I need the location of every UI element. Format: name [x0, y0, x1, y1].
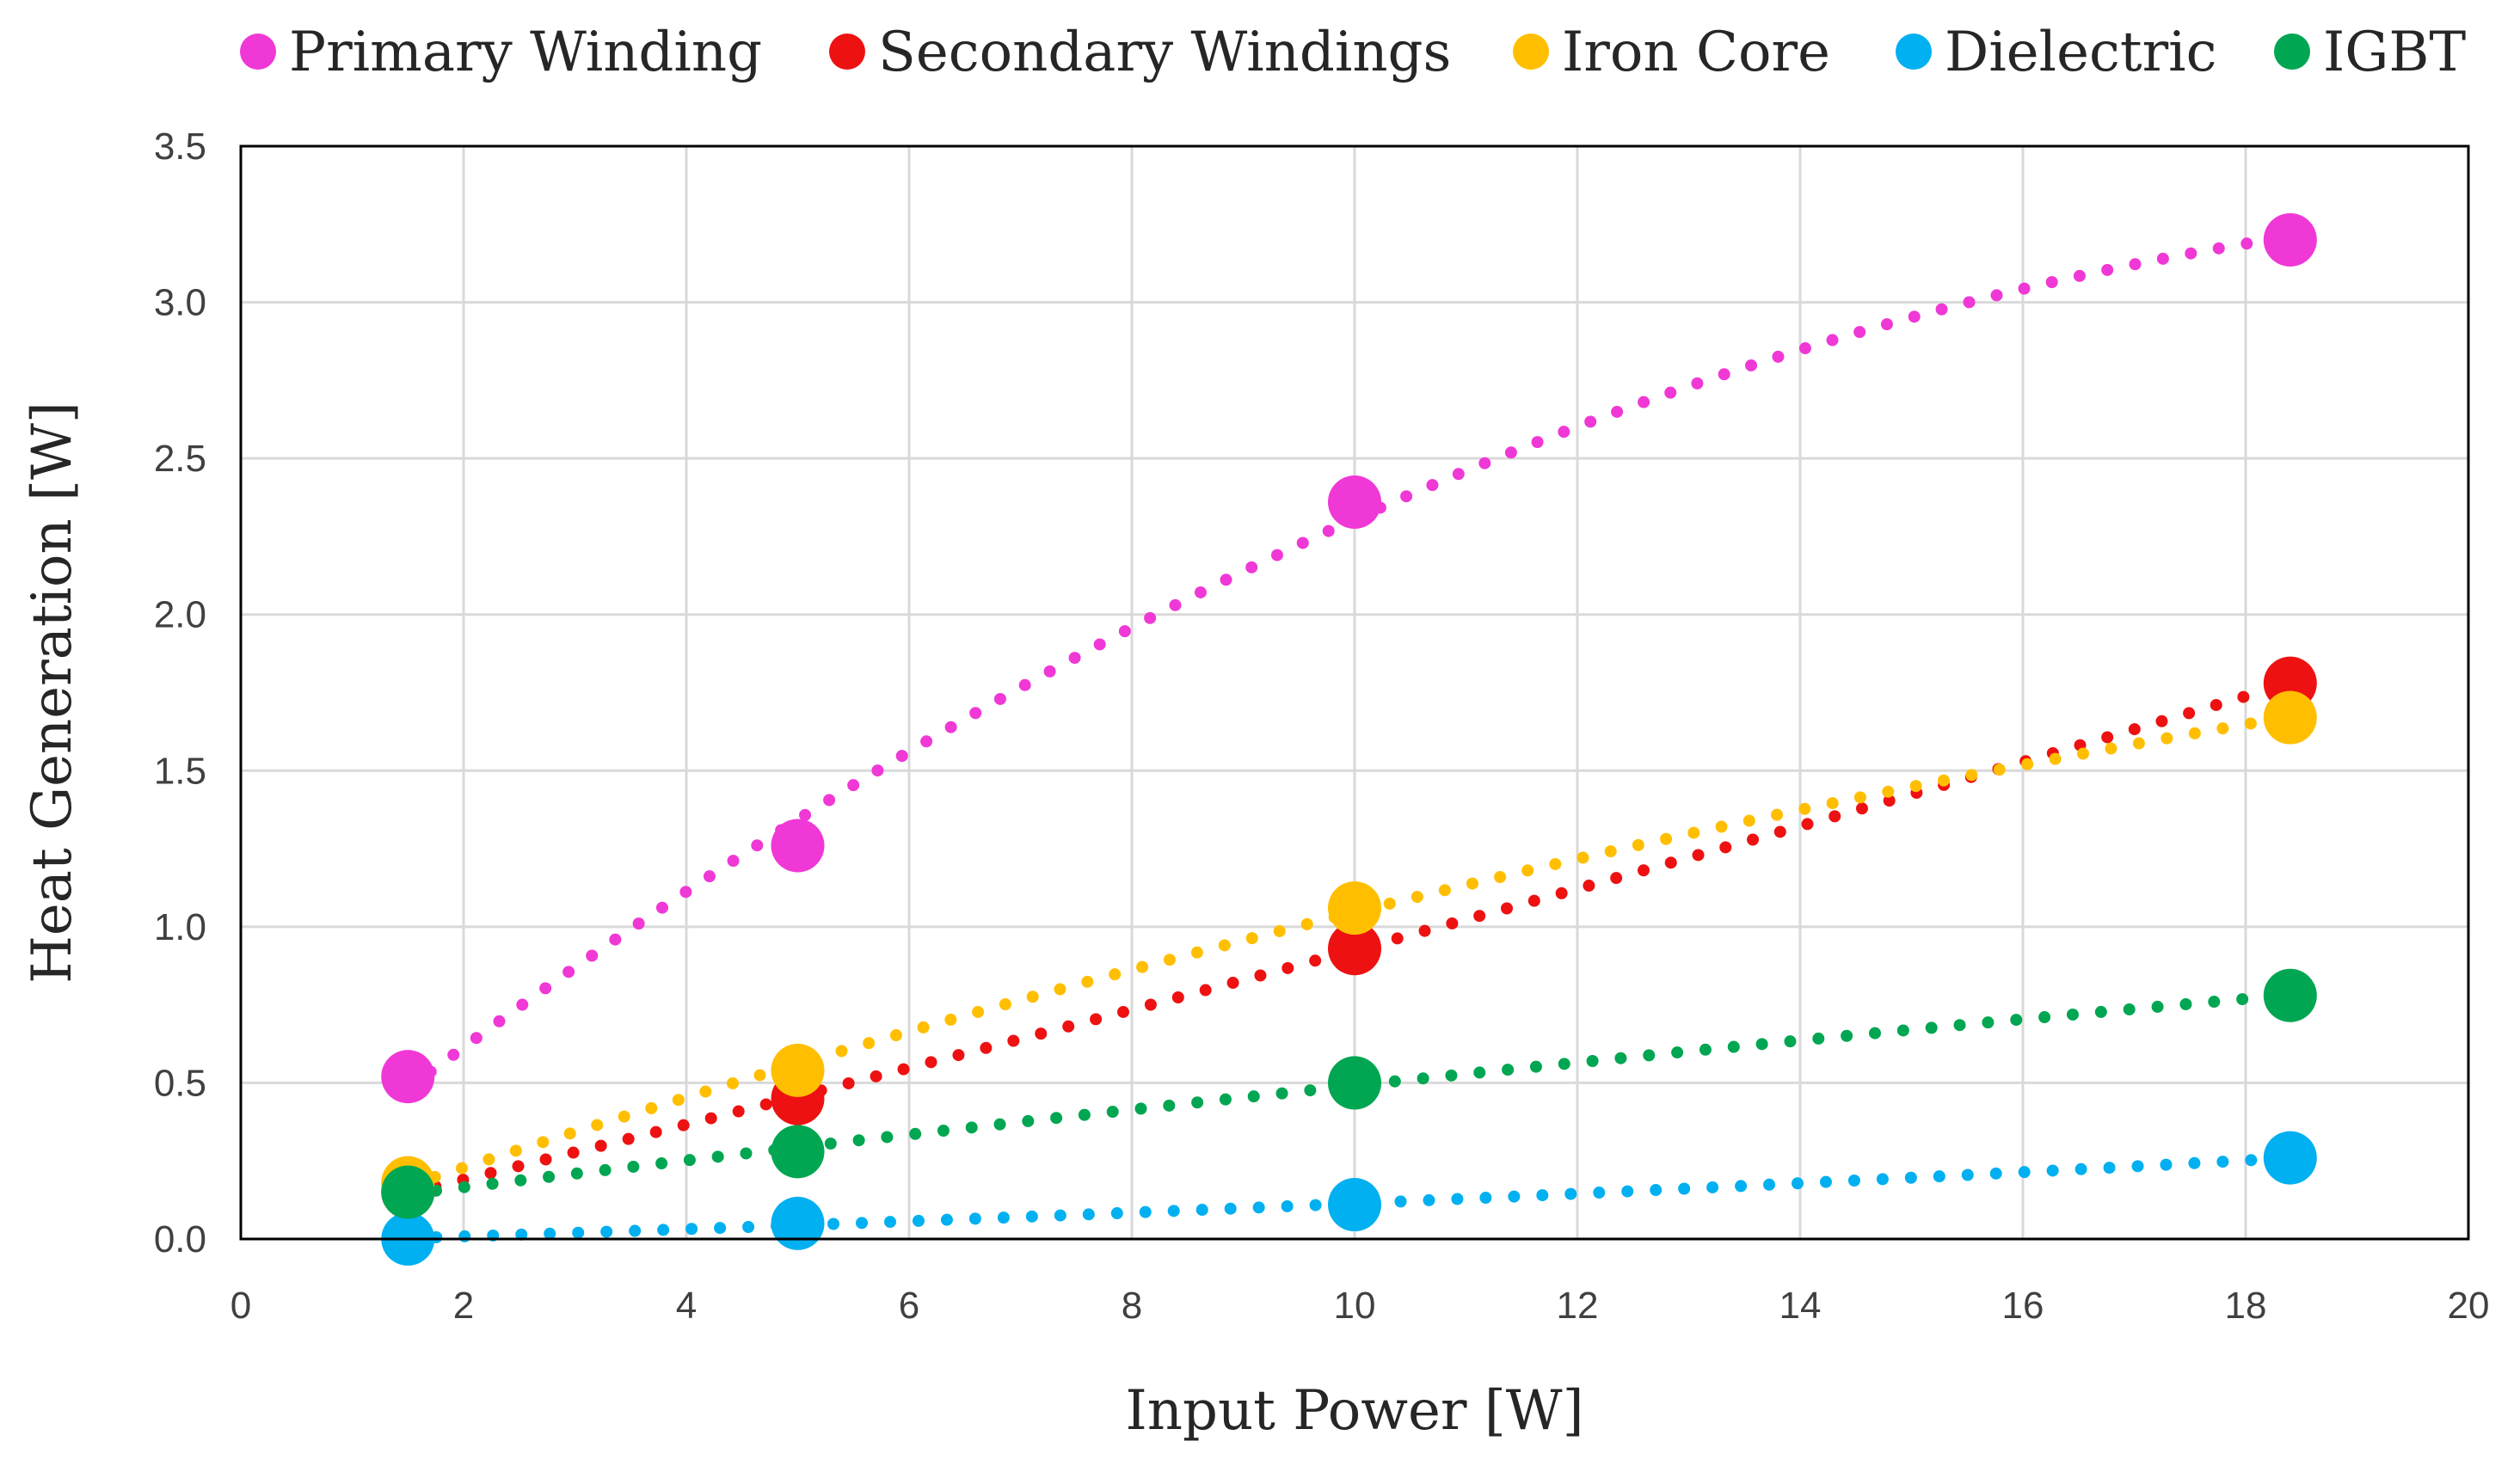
legend-marker-primary-winding — [240, 34, 276, 70]
point-primary-winding — [771, 819, 825, 873]
legend-label-iron-core: Iron Core — [1562, 21, 1830, 84]
legend-item-iron-core: Iron Core — [1513, 21, 1830, 84]
point-dielectric — [771, 1196, 825, 1250]
legend-item-dielectric: Dielectric — [1896, 21, 2216, 84]
y-axis-title: Heat Generation [W] — [21, 402, 84, 984]
point-iron-core — [771, 1043, 825, 1097]
point-dielectric — [2263, 1131, 2317, 1185]
legend-marker-igbt — [2274, 34, 2310, 70]
legend: Primary Winding Secondary Windings Iron Co… — [240, 21, 2466, 84]
legend-label-secondary-windings: Secondary Windings — [878, 21, 1451, 84]
legend-label-dielectric: Dielectric — [1945, 21, 2216, 84]
legend-item-primary-winding: Primary Winding — [240, 21, 762, 84]
grid — [241, 146, 2468, 1239]
point-igbt — [2263, 968, 2317, 1022]
x-tick-label: 16 — [2002, 1285, 2044, 1327]
x-tick-label: 20 — [2448, 1285, 2490, 1327]
point-primary-winding — [2263, 212, 2317, 267]
x-tick-label: 18 — [2225, 1285, 2267, 1327]
x-tick-label: 14 — [1779, 1285, 1822, 1327]
point-igbt — [1328, 1056, 1381, 1110]
y-tick-label: 3.0 — [154, 282, 206, 324]
x-tick-label: 8 — [1122, 1285, 1142, 1327]
x-tick-label: 0 — [230, 1285, 251, 1327]
trendline-igbt — [402, 989, 2296, 1200]
x-tick-label: 6 — [899, 1285, 919, 1327]
legend-item-igbt: IGBT — [2274, 21, 2466, 84]
legend-label-igbt: IGBT — [2323, 21, 2466, 84]
x-axis-ticks: 0 2 4 6 8 10 12 14 16 18 20 — [230, 1285, 2490, 1327]
x-tick-label: 12 — [1557, 1285, 1599, 1327]
y-tick-label: 1.5 — [154, 750, 206, 792]
point-iron-core — [2263, 690, 2317, 745]
x-tick-label: 2 — [453, 1285, 474, 1327]
x-tick-label: 10 — [1334, 1285, 1376, 1327]
y-tick-label: 2.0 — [154, 594, 206, 636]
point-igbt — [381, 1165, 435, 1219]
y-tick-label: 0.0 — [154, 1218, 206, 1260]
y-tick-label: 3.5 — [154, 126, 206, 168]
legend-marker-secondary-windings — [829, 34, 865, 70]
plot-frame — [239, 144, 2470, 1241]
legend-marker-dielectric — [1896, 34, 1932, 70]
point-igbt — [771, 1125, 825, 1179]
y-tick-label: 0.5 — [154, 1062, 206, 1104]
y-tick-label: 1.0 — [154, 906, 206, 948]
point-secondary-windings — [1328, 922, 1381, 976]
legend-label-primary-winding: Primary Winding — [289, 21, 762, 84]
data-points — [381, 212, 2317, 1266]
point-dielectric — [1328, 1178, 1381, 1232]
y-axis-ticks: 0.0 0.5 1.0 1.5 2.0 2.5 3.0 3.5 — [154, 126, 206, 1260]
trendline-iron-core — [402, 710, 2296, 1193]
legend-item-secondary-windings: Secondary Windings — [829, 21, 1451, 84]
x-tick-label: 4 — [676, 1285, 697, 1327]
y-tick-label: 2.5 — [154, 438, 206, 480]
point-iron-core — [1328, 881, 1381, 935]
point-primary-winding — [381, 1050, 435, 1104]
point-primary-winding — [1328, 475, 1381, 529]
legend-marker-iron-core — [1513, 34, 1549, 70]
x-axis-title: Input Power [W] — [1125, 1379, 1583, 1443]
